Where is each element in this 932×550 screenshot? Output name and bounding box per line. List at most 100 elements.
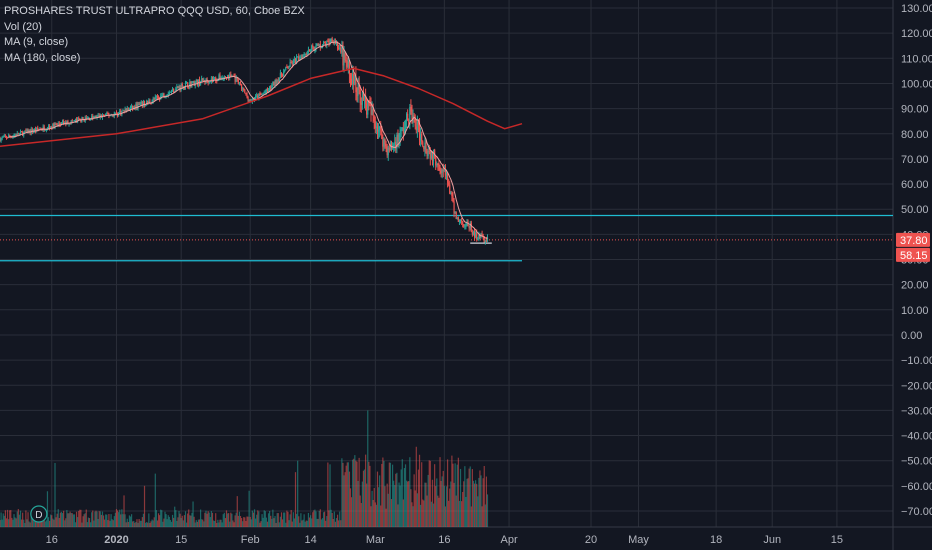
volume-bar	[352, 459, 354, 527]
candle-body	[73, 120, 76, 122]
candle-body	[184, 82, 187, 88]
candle-body	[74, 119, 77, 121]
volume-bar	[159, 515, 161, 527]
volume-bar	[457, 457, 459, 527]
volume-bar	[207, 511, 209, 527]
x-tick-label: 16	[46, 534, 58, 546]
volume-bar	[276, 513, 278, 527]
candle-body	[372, 109, 374, 117]
y-tick-label: 80.00	[901, 129, 929, 141]
volume-bar	[482, 478, 484, 527]
candle-body	[260, 94, 262, 96]
volume-bar	[471, 469, 473, 527]
dividend-badge[interactable]: D	[30, 505, 48, 523]
candle-body	[411, 111, 413, 124]
volume-bar	[53, 519, 55, 527]
volume-bar	[26, 519, 28, 527]
volume-bar	[187, 513, 189, 527]
legend-volume[interactable]: Vol (20)	[4, 20, 42, 33]
volume-bar	[358, 457, 360, 527]
volume-bar	[236, 496, 238, 527]
candle-body	[92, 116, 94, 119]
y-tick-label: −10.00	[901, 355, 932, 367]
candle-body	[142, 101, 145, 107]
volume-bar	[81, 522, 83, 527]
volume-bar	[259, 522, 261, 527]
candle-body	[308, 49, 311, 52]
volume-bar	[439, 457, 441, 527]
volume-bar	[97, 519, 99, 527]
volume-bar	[308, 517, 311, 527]
time-axis[interactable]: 16 2020 15 Feb 14 Mar 16 Apr 20 May 18 Jun 15	[46, 534, 843, 546]
candle-body	[141, 101, 143, 107]
volume-bar	[41, 521, 43, 527]
candle-body	[418, 124, 421, 141]
volume-bar	[316, 518, 318, 527]
candle-body	[374, 120, 376, 128]
volume-bar	[258, 511, 260, 527]
volume-bar	[147, 522, 149, 527]
candle-body	[188, 86, 190, 88]
volume-bar	[328, 510, 330, 527]
volume-bar	[297, 460, 299, 527]
volume-bar	[178, 511, 180, 527]
candle-body	[366, 103, 368, 115]
candle-body	[89, 119, 92, 121]
candle-body	[450, 192, 452, 194]
candle-body	[249, 99, 251, 102]
volume-bar	[376, 471, 379, 527]
volume-bar	[69, 511, 71, 527]
volume-bar	[319, 509, 321, 527]
candle-body	[357, 83, 359, 96]
volume-bar	[197, 519, 200, 527]
volume-bar	[265, 517, 267, 527]
candle-body	[71, 120, 73, 122]
volume-bar	[401, 459, 403, 527]
candle-body	[58, 123, 60, 125]
volume-bar	[73, 514, 76, 527]
horizontal-lines	[0, 214, 893, 262]
candle-body	[206, 78, 208, 81]
candle-body	[290, 61, 292, 64]
last-price-badge	[896, 232, 930, 247]
volume-bar	[109, 520, 111, 527]
volume-bar	[449, 488, 451, 527]
candle-body	[330, 38, 332, 43]
candle-body	[455, 212, 457, 219]
volume-bar	[349, 488, 352, 527]
y-tick-label: −60.00	[901, 481, 932, 493]
volume-bar	[300, 513, 302, 527]
candle-body	[161, 95, 163, 97]
volume-bar	[350, 497, 353, 527]
candle-body	[349, 74, 352, 79]
candle-body	[157, 97, 160, 99]
volume-bar	[476, 483, 478, 527]
volume-bar	[334, 521, 337, 527]
volume-bar	[415, 446, 417, 527]
candle-body	[132, 105, 134, 109]
volume-bar	[275, 522, 277, 527]
volume-bar	[10, 510, 12, 527]
volume-bar	[210, 511, 212, 527]
volume-bar	[443, 485, 445, 527]
volume-bar	[312, 512, 314, 527]
volume-bar	[134, 522, 136, 527]
candle-body	[288, 66, 290, 69]
volume-bar	[407, 481, 409, 527]
candle-body	[331, 38, 333, 42]
volume-bar	[104, 519, 106, 527]
candle-body	[353, 73, 355, 85]
candle-body	[120, 110, 122, 115]
volume-bar	[100, 514, 102, 527]
volume-bar	[339, 511, 341, 527]
candle-body	[66, 120, 68, 125]
symbol-title[interactable]: PROSHARES TRUST ULTRAPRO QQQ USD, 60, Cb…	[4, 5, 305, 17]
legend-ma180[interactable]: MA (180, close)	[4, 51, 81, 64]
volume-bar	[315, 511, 317, 527]
volume-bar	[329, 464, 331, 527]
legend-ma9[interactable]: MA (9, close)	[4, 36, 69, 48]
candle-body	[350, 78, 353, 85]
candle-body	[365, 95, 367, 104]
volume-bar	[304, 521, 306, 527]
